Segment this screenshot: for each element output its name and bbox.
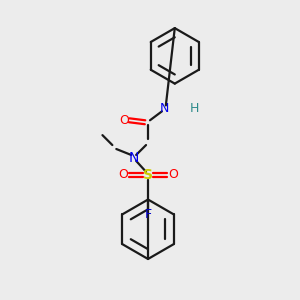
Text: O: O	[119, 114, 129, 127]
Text: N: N	[129, 151, 139, 165]
Text: S: S	[143, 168, 153, 182]
Text: N: N	[160, 102, 170, 115]
Text: O: O	[168, 168, 178, 181]
Text: F: F	[145, 208, 152, 221]
Text: H: H	[190, 102, 199, 115]
Text: O: O	[118, 168, 128, 181]
